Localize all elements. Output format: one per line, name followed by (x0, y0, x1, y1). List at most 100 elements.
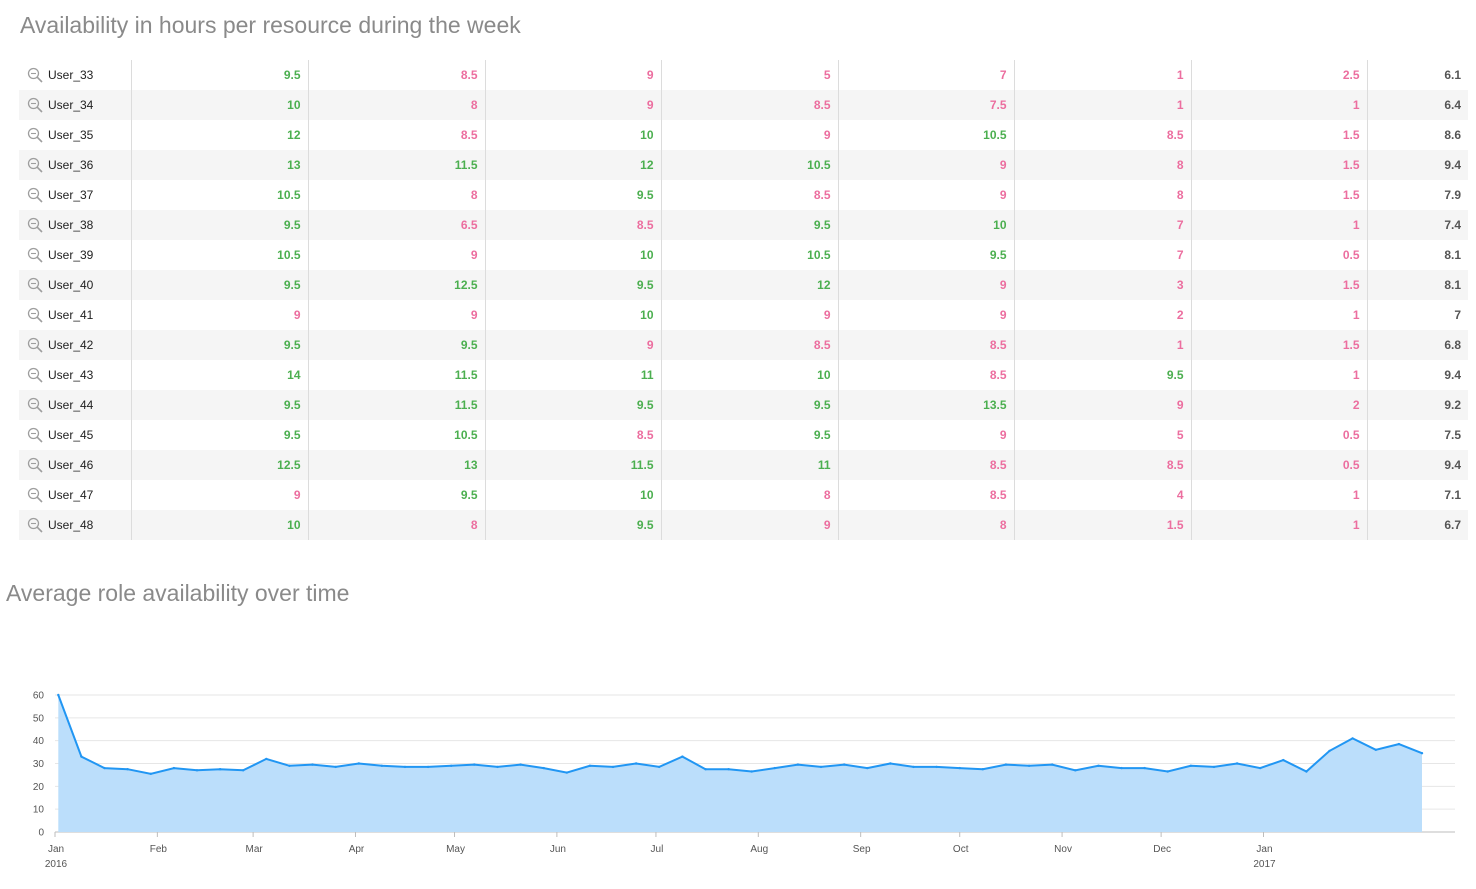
data-point (1374, 748, 1378, 751)
zoom-icon[interactable] (27, 247, 43, 263)
availability-value: 9 (485, 60, 662, 90)
data-point (519, 763, 522, 766)
availability-value: 9 (838, 300, 1015, 330)
zoom-icon[interactable] (27, 217, 43, 233)
availability-value: 8.5 (308, 120, 486, 150)
zoom-icon[interactable] (27, 517, 43, 533)
y-tick-label: 50 (33, 713, 45, 724)
data-point (1420, 752, 1424, 755)
availability-value: 9 (838, 270, 1015, 300)
table-row: User_45 9.5 10.5 8.5 9.5 9 5 0.5 7.5 (19, 420, 1468, 450)
availability-value: 0.5 (1191, 420, 1368, 450)
table-row: User_34 10 8 9 8.5 7.5 1 1 6.4 (19, 90, 1468, 120)
availability-value: 9 (661, 510, 839, 540)
zoom-icon[interactable] (27, 427, 43, 443)
data-point (681, 755, 684, 758)
table-row: User_41 9 9 10 9 9 2 1 7 (19, 300, 1468, 330)
data-point (1166, 770, 1169, 773)
resource-cell: User_41 (19, 300, 132, 330)
y-axis: 0 10 20 30 40 50 60 (33, 691, 45, 839)
availability-value: 10.5 (838, 120, 1015, 150)
resource-name: User_45 (48, 428, 94, 442)
zoom-icon[interactable] (27, 277, 43, 293)
average-value: 9.4 (1367, 450, 1468, 480)
x-tick-label: Jan (1256, 844, 1272, 855)
data-point (704, 768, 707, 771)
table-row: User_39 10.5 9 10 10.5 9.5 7 0.5 8.1 (19, 240, 1468, 270)
data-point (935, 765, 938, 769)
zoom-icon[interactable] (27, 307, 43, 323)
x-tick-label: May (446, 844, 465, 855)
data-point (1305, 770, 1308, 773)
zoom-icon[interactable] (27, 397, 43, 413)
availability-value: 10.5 (308, 420, 486, 450)
availability-value: 8.5 (1014, 120, 1192, 150)
data-point (958, 766, 961, 770)
data-point (288, 764, 291, 767)
resource-name: User_39 (48, 248, 94, 262)
resource-cell: User_43 (19, 360, 132, 390)
availability-value: 10 (131, 90, 309, 120)
availability-value: 9.5 (661, 390, 839, 420)
resource-cell: User_46 (19, 450, 132, 480)
x-tick-year-label: 2016 (45, 859, 68, 870)
data-point (1282, 758, 1285, 762)
availability-value: 8 (308, 510, 486, 540)
zoom-icon[interactable] (27, 487, 43, 503)
availability-value: 9 (485, 330, 662, 360)
average-value: 6.1 (1444, 68, 1461, 82)
data-point (149, 772, 152, 775)
data-point (172, 766, 176, 770)
table-row: User_46 12.5 13 11.5 11 8.5 8.5 0.5 9.4 (19, 450, 1468, 480)
availability-value: 9 (661, 120, 839, 150)
resource-cell: User_40 (19, 270, 132, 300)
availability-value: 9 (838, 180, 1015, 210)
availability-value: 1.5 (1191, 180, 1368, 210)
availability-value: 9.5 (485, 390, 662, 420)
availability-value: 13 (131, 150, 309, 180)
data-point (380, 764, 384, 767)
zoom-icon[interactable] (27, 157, 43, 173)
resource-cell: User_36 (19, 150, 132, 180)
availability-value: 9 (308, 300, 486, 330)
data-point (588, 764, 592, 767)
zoom-icon[interactable] (27, 127, 43, 143)
data-point (912, 765, 915, 769)
data-point (126, 768, 129, 771)
data-point (1051, 763, 1054, 766)
availability-value: 8.5 (308, 60, 486, 90)
zoom-icon[interactable] (27, 337, 43, 353)
availability-value: 9.5 (308, 480, 486, 510)
zoom-icon[interactable] (27, 457, 43, 473)
availability-value: 10 (838, 210, 1015, 240)
average-value: 9.2 (1367, 390, 1468, 420)
data-point (57, 693, 60, 697)
table-row: User_40 9.5 12.5 9.5 12 9 3 1.5 8.1 (19, 270, 1468, 300)
availability-value: 5 (1014, 420, 1192, 450)
resource-cell: User_33 (19, 60, 132, 90)
x-tick-label: Jun (550, 844, 566, 855)
resource-cell: User_42 (19, 330, 132, 360)
availability-value: 8.5 (838, 450, 1015, 480)
resource-name: User_44 (48, 398, 94, 412)
availability-value: 13.5 (838, 390, 1015, 420)
availability-value: 1 (1191, 510, 1368, 540)
zoom-icon[interactable] (27, 97, 43, 113)
average-value: 6.8 (1367, 330, 1468, 360)
table-row: User_48 10 8 9.5 9 8 1.5 1 6.7 (19, 510, 1468, 540)
table-row: User_38 9.5 6.5 8.5 9.5 10 7 1 7.4 (19, 210, 1468, 240)
series-line (57, 694, 1423, 775)
availability-value: 7.5 (838, 90, 1015, 120)
table-row: User_36 13 11.5 12 10.5 9 8 1.5 9.4 (19, 150, 1468, 180)
zoom-icon[interactable] (27, 367, 43, 383)
availability-value: 1 (1014, 90, 1192, 120)
availability-value: 8 (308, 90, 486, 120)
availability-value: 11.5 (308, 150, 486, 180)
availability-value: 2.5 (1191, 60, 1368, 90)
zoom-icon[interactable] (27, 67, 43, 83)
zoom-icon[interactable] (27, 187, 43, 203)
availability-value: 8 (838, 510, 1015, 540)
availability-value: 10 (485, 300, 662, 330)
availability-value: 1 (1014, 60, 1192, 90)
resource-name: User_48 (48, 518, 94, 532)
